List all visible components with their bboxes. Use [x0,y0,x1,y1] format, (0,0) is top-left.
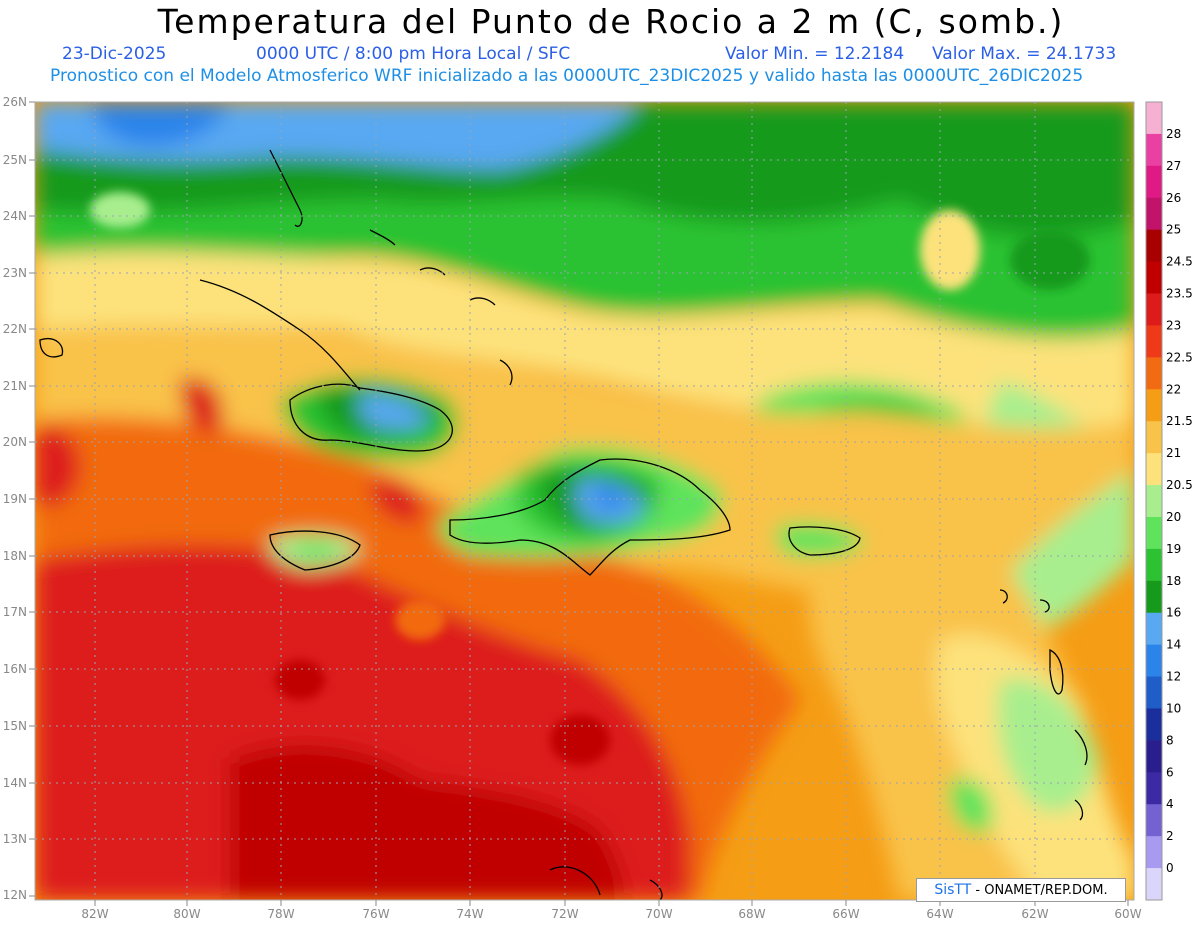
colorbar-label: 10 [1166,701,1181,715]
colorbar-swatch [1146,740,1162,773]
lat-label: 22N [3,322,27,336]
colorbar-label: 16 [1166,606,1181,620]
colorbar-label: 20.5 [1166,478,1193,492]
lat-label: 12N [3,888,27,902]
colorbar-border [1145,101,1163,901]
colorbar-label: 0 [1166,861,1174,875]
colorbar-swatch [1146,357,1162,390]
lon-label: 66W [832,907,859,921]
colorbar-label: 28 [1166,127,1181,141]
lat-label: 21N [3,379,27,393]
colorbar-swatch [1146,580,1162,614]
lon-label: 82W [81,907,108,921]
lat-label: 23N [3,266,27,280]
lon-label: 64W [926,907,953,921]
colorbar-label: 20 [1166,510,1181,524]
colorbar-label: 19 [1166,542,1181,556]
colorbar-swatch [1146,133,1162,167]
map-frame [34,101,1135,901]
graticule [35,102,1134,900]
lon-label: 78W [267,907,294,921]
colorbar-label: 8 [1166,733,1174,747]
colorbar-swatch [1146,516,1162,550]
colorbar-label: 22 [1166,382,1181,396]
colorbar-swatch [1146,197,1162,231]
latitude-labels: 26N 25N 24N 23N 22N 21N 20N 19N 18N 17N … [3,95,27,902]
colorbar-label: 12 [1166,670,1181,684]
colorbar-swatch [1146,772,1162,805]
colorbar-label: 4 [1166,797,1174,811]
colorbar-swatch [1146,868,1162,901]
min-value: Valor Min. = 12.2184 [725,44,905,64]
colorbar-swatch [1146,644,1162,678]
colorbar-label: 26 [1166,191,1181,205]
dewpoint-field [35,102,1134,900]
lat-label: 16N [3,662,27,676]
lat-label: 18N [3,549,27,563]
lon-label: 68W [738,907,765,921]
colorbar: 2827262524.523.52322.52221.52120.5201918… [1145,101,1193,901]
longitude-labels: 82W 80W 78W 76W 74W 72W 70W 68W 66W 64W … [81,907,1141,921]
lat-label: 15N [3,719,27,733]
lon-label: 74W [456,907,483,921]
forecast-time: 0000 UTC / 8:00 pm Hora Local / SFC [256,44,571,64]
colorbar-swatch [1146,293,1162,326]
colorbar-label: 23 [1166,318,1181,332]
colorbar-label: 21 [1166,446,1181,460]
map-title: Temperatura del Punto de Rocio a 2 m (C,… [157,2,1065,41]
lon-label: 70W [645,907,672,921]
lon-label: 62W [1021,907,1048,921]
colorbar-label: 23.5 [1166,287,1193,301]
lat-label: 26N [3,95,27,109]
lon-label: 72W [551,907,578,921]
colorbar-swatch [1146,421,1162,454]
coastlines [39,149,1088,900]
lat-label: 19N [3,492,27,506]
colorbar-swatch [1146,102,1162,135]
colorbar-label: 21.5 [1166,414,1193,428]
lon-label: 80W [173,907,200,921]
colorbar-label: 2 [1166,829,1174,843]
colorbar-swatch [1146,261,1162,295]
credit-text: - ONAMET/REP.DOM. [975,883,1108,898]
colorbar-swatch [1146,389,1162,422]
colorbar-label: 25 [1166,223,1181,237]
colorbar-swatch [1146,548,1162,582]
colorbar-swatch [1146,453,1162,486]
colorbar-swatch [1146,708,1162,741]
colorbar-label: 24.5 [1166,255,1193,269]
colorbar-label: 6 [1166,765,1174,779]
colorbar-label: 27 [1166,159,1181,173]
lat-label: 24N [3,209,27,223]
lat-label: 25N [3,153,27,167]
lon-label: 60W [1114,907,1141,921]
sistt-logo: SisTT [934,882,972,898]
lon-label: 76W [362,907,389,921]
colorbar-label: 22.5 [1166,350,1193,364]
max-value: Valor Max. = 24.1733 [932,44,1117,64]
lat-label: 17N [3,605,27,619]
colorbar-swatch [1146,804,1162,837]
colorbar-label: 18 [1166,574,1181,588]
colorbar-swatch [1146,485,1162,518]
colorbar-swatch [1146,325,1162,358]
lat-label: 20N [3,435,27,449]
colorbar-swatch [1146,229,1162,263]
lat-label: 14N [3,776,27,790]
latitude-ticks [29,101,35,897]
credit-box: SisTT - ONAMET/REP.DOM. [916,878,1126,902]
model-description: Pronostico con el Modelo Atmosferico WRF… [50,66,1084,86]
colorbar-label: 14 [1166,638,1181,652]
lat-label: 13N [3,832,27,846]
colorbar-swatch [1146,165,1162,199]
colorbar-swatch [1146,836,1162,869]
colorbar-swatch [1146,676,1162,709]
colorbar-swatch [1146,612,1162,646]
forecast-date: 23-Dic-2025 [62,44,167,64]
